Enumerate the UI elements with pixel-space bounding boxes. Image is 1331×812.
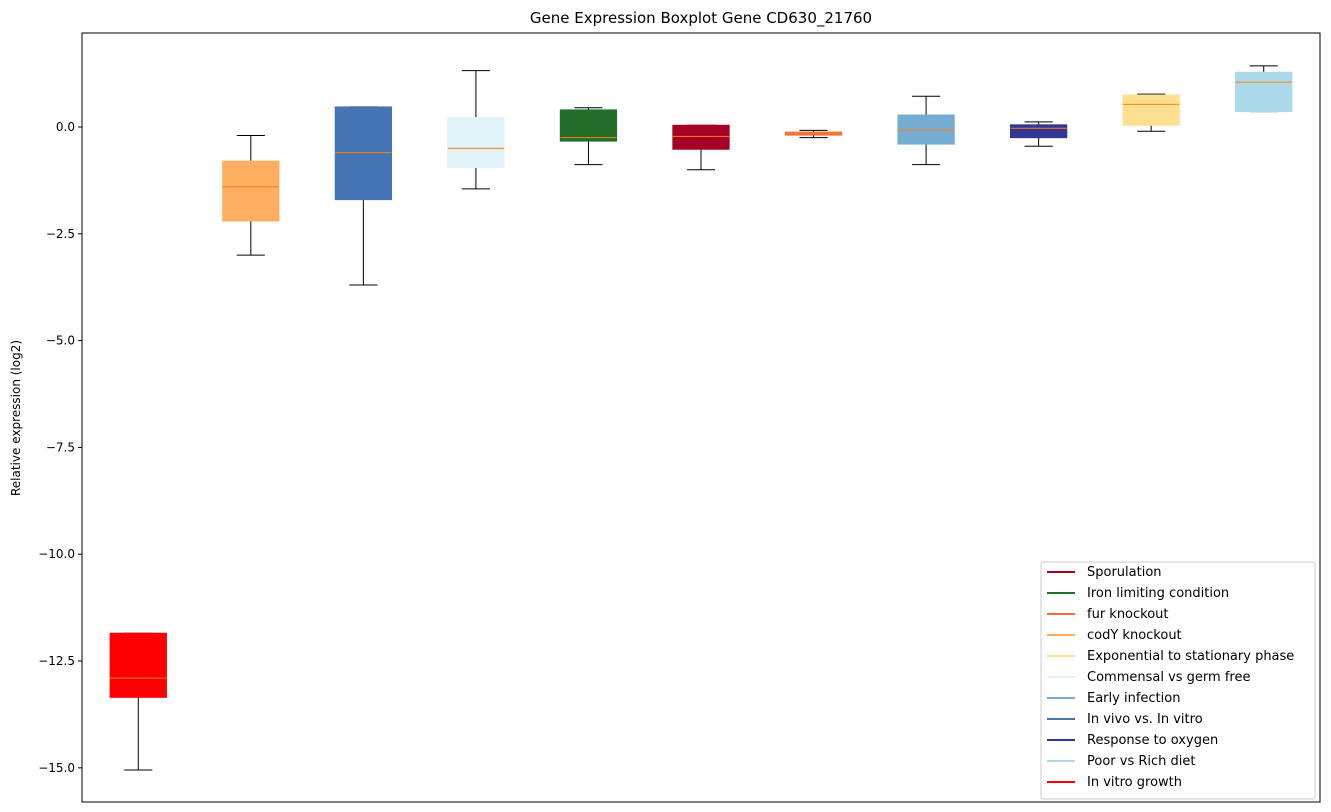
legend-item: Sporulation — [1047, 565, 1162, 580]
box-exponential-to-stationary-phase — [1122, 93, 1180, 132]
y-tick-label: −2.5 — [46, 227, 75, 241]
legend-label: Sporulation — [1087, 565, 1162, 580]
legend-item: Commensal vs germ free — [1047, 670, 1250, 685]
legend-label: fur knockout — [1087, 607, 1169, 622]
boxes-group — [109, 65, 1293, 771]
y-tick-label: −7.5 — [46, 440, 75, 454]
legend-label: Early infection — [1087, 691, 1180, 706]
legend-item: In vitro growth — [1047, 775, 1182, 790]
box-in-vitro-growth — [109, 632, 167, 771]
legend: Sporulation Iron limiting condition fur kn… — [1040, 561, 1316, 800]
legend-item: codY knockout — [1047, 628, 1182, 643]
y-axis: −15.0 −12.5 −10.0 −7.5 −5.0 −2.5 0.0 — [38, 120, 82, 775]
legend-item: Poor vs Rich diet — [1047, 754, 1195, 769]
y-tick-label: −15.0 — [38, 761, 75, 775]
box-body — [447, 117, 505, 169]
legend-label: Commensal vs germ free — [1087, 670, 1250, 685]
legend-label: In vitro growth — [1087, 775, 1182, 790]
plot-frame — [81, 32, 1321, 803]
box-body — [559, 109, 618, 142]
y-tick-label: −12.5 — [38, 654, 75, 668]
legend-item: Iron limiting condition — [1047, 586, 1229, 601]
box-in-vivo-vs-in-vitro — [334, 106, 392, 286]
box-poor-vs-rich-diet — [1235, 65, 1293, 113]
legend-label: Response to oxygen — [1087, 733, 1218, 748]
chart-title: Gene Expression Boxplot Gene CD630_21760 — [530, 9, 872, 28]
legend-item: In vivo vs. In vitro — [1047, 712, 1203, 727]
y-tick-label: −10.0 — [38, 547, 75, 561]
box-sporulation — [672, 124, 730, 171]
legend-label: codY knockout — [1087, 628, 1182, 643]
box-cody-knockout — [222, 135, 280, 256]
box-body — [1235, 71, 1293, 113]
box-early-infection — [897, 95, 955, 166]
legend-label: Exponential to stationary phase — [1087, 649, 1294, 664]
legend-label: Iron limiting condition — [1087, 586, 1229, 601]
box-response-to-oxygen — [1010, 121, 1068, 147]
legend-item: Exponential to stationary phase — [1047, 649, 1294, 664]
y-axis-label: Relative expression (log2) — [9, 340, 23, 496]
box-body — [109, 632, 167, 698]
box-fur-knockout — [784, 129, 843, 139]
legend-label: In vivo vs. In vitro — [1087, 712, 1203, 727]
y-tick-label: 0.0 — [56, 120, 75, 134]
box-body — [334, 106, 392, 201]
box-body — [222, 160, 280, 222]
legend-label: Poor vs Rich diet — [1087, 754, 1195, 769]
legend-item: Response to oxygen — [1047, 733, 1218, 748]
legend-frame — [1040, 561, 1316, 800]
legend-item: Early infection — [1047, 691, 1180, 706]
box-iron-limiting-condition — [559, 107, 618, 166]
box-commensal-vs-germ-free — [447, 70, 505, 190]
box-body — [672, 124, 730, 150]
y-tick-label: −5.0 — [46, 334, 75, 348]
legend-item: fur knockout — [1047, 607, 1169, 622]
box-body — [1010, 124, 1068, 139]
box-body — [1122, 94, 1180, 126]
